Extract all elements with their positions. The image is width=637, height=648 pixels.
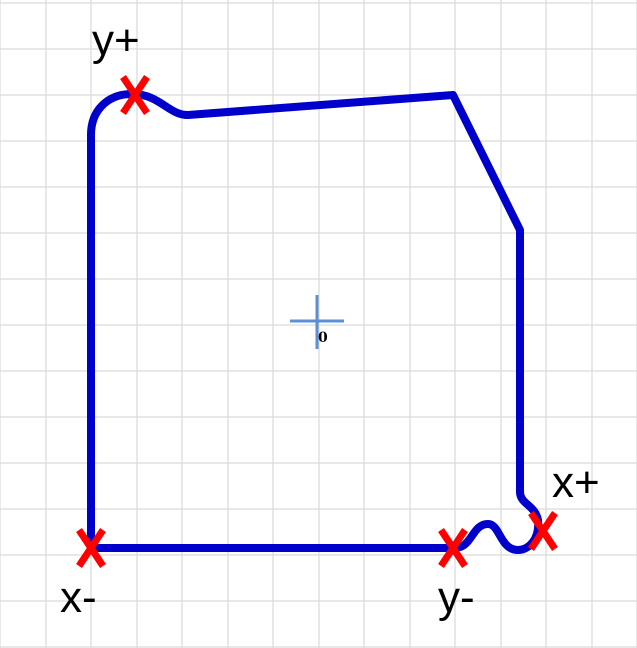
marker-y-plus: y+ bbox=[92, 16, 150, 115]
marker-x-plus-label: x+ bbox=[552, 458, 600, 507]
marker-y-minus-x-icon bbox=[438, 528, 468, 568]
marker-x-minus: x- bbox=[60, 528, 106, 622]
marker-y-minus-label: y- bbox=[438, 573, 475, 622]
marker-y-plus-x-icon bbox=[120, 75, 150, 115]
marker-x-plus-x-icon bbox=[528, 511, 558, 551]
marker-x-minus-label: x- bbox=[60, 573, 97, 622]
origin-label: 0 bbox=[318, 330, 328, 346]
marker-x-minus-x-icon bbox=[76, 528, 106, 568]
marker-x-plus: x+ bbox=[528, 458, 600, 551]
marker-y-minus: y- bbox=[438, 528, 475, 622]
marker-y-plus-label: y+ bbox=[92, 16, 140, 65]
origin-crosshair: 0 bbox=[290, 295, 344, 349]
